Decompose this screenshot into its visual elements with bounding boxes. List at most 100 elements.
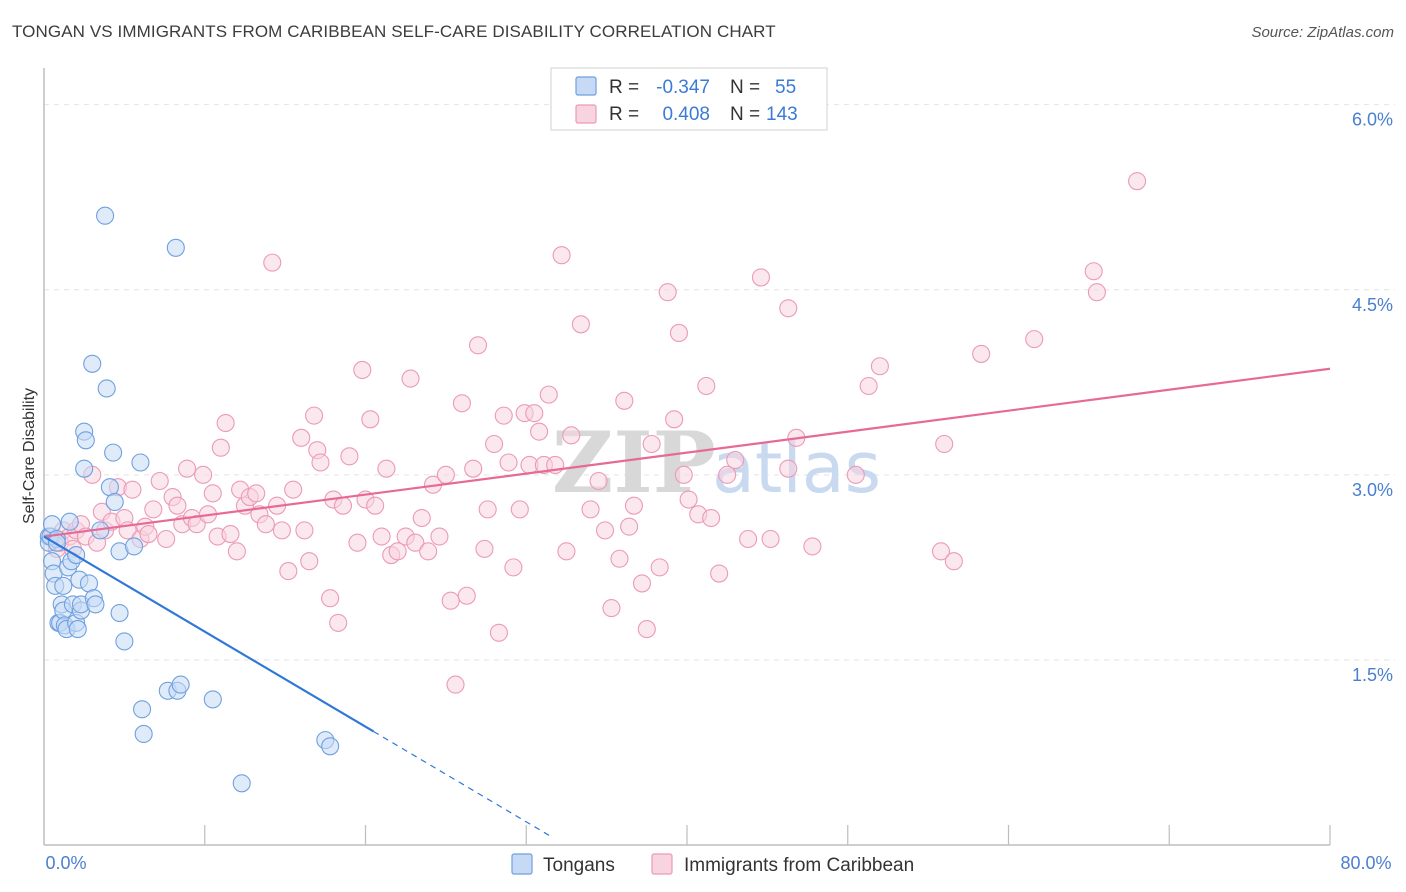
- series-legend: Tongans Immigrants from Caribbean: [511, 853, 914, 876]
- tongan-point: [97, 379, 116, 398]
- y-tick-labels: 1.5% 3.0% 4.5% 6.0%: [1352, 110, 1393, 685]
- tongan-points: [39, 206, 340, 793]
- caribbean-point: [295, 521, 314, 540]
- y-tick-label: 6.0%: [1352, 110, 1393, 130]
- caribbean-point: [615, 391, 634, 410]
- caribbean-point: [144, 500, 163, 519]
- caribbean-point: [665, 410, 684, 429]
- legend-r-label-2: R =: [609, 104, 639, 125]
- tongan-point: [131, 453, 150, 472]
- caribbean-point: [489, 623, 508, 642]
- caribbean-point: [642, 434, 661, 454]
- caribbean-point: [504, 558, 523, 577]
- caribbean-trend-line: [43, 367, 1331, 538]
- tongan-point: [133, 700, 152, 719]
- caribbean-point: [530, 422, 549, 441]
- correlation-legend: R = -0.347 N = 55 R = 0.408 N = 143: [550, 67, 828, 131]
- caribbean-point: [263, 253, 282, 272]
- caribbean-point: [674, 465, 693, 484]
- caribbean-point: [123, 480, 142, 499]
- caribbean-point: [620, 517, 639, 536]
- caribbean-point: [726, 450, 745, 470]
- caribbean-point: [571, 315, 590, 334]
- caribbean-point: [1128, 172, 1147, 191]
- caribbean-point: [139, 525, 158, 544]
- caribbean-point: [710, 564, 729, 583]
- caribbean-point: [353, 360, 372, 380]
- x-axis-ticks: [204, 825, 1331, 845]
- caribbean-point: [194, 465, 213, 484]
- caribbean-point: [468, 336, 488, 355]
- caribbean-point: [401, 369, 420, 388]
- legend-n-label-2: N =: [730, 104, 760, 125]
- tongan-point: [110, 603, 129, 623]
- caribbean-point: [702, 508, 721, 528]
- y-tick-label: 1.5%: [1352, 665, 1393, 685]
- caribbean-point: [256, 515, 275, 534]
- legend-n-value-caribbean: 143: [766, 104, 798, 125]
- caribbean-point: [494, 406, 513, 425]
- caribbean-point: [1025, 330, 1044, 349]
- tongan-point: [76, 431, 95, 450]
- caribbean-point: [1084, 262, 1103, 281]
- tongan-point: [60, 512, 79, 531]
- caribbean-point: [464, 459, 483, 478]
- tongan-point: [321, 737, 340, 756]
- y-tick-label: 4.5%: [1352, 295, 1393, 315]
- caribbean-point: [430, 527, 449, 546]
- tongan-point: [124, 537, 144, 556]
- caribbean-point: [935, 434, 954, 454]
- caribbean-point: [305, 406, 324, 425]
- legend-r-label-1: R =: [609, 77, 639, 98]
- caribbean-point: [157, 529, 176, 549]
- source-credit: Source: ZipAtlas.com: [1251, 24, 1394, 41]
- tongan-point: [171, 675, 190, 694]
- caribbean-point: [650, 558, 669, 577]
- caribbean-point: [361, 410, 380, 429]
- caribbean-point: [292, 428, 311, 447]
- caribbean-point: [227, 542, 246, 561]
- caribbean-point: [478, 500, 497, 519]
- caribbean-point: [300, 552, 319, 571]
- series-legend-label-caribbean: Immigrants from Caribbean: [684, 855, 914, 876]
- caribbean-point: [589, 471, 608, 491]
- caribbean-point: [679, 490, 698, 509]
- chart-title: TONGAN VS IMMIGRANTS FROM CARIBBEAN SELF…: [12, 22, 776, 41]
- caribbean-point: [168, 496, 187, 515]
- caribbean-point: [602, 599, 621, 618]
- trend-lines: [43, 367, 1331, 837]
- caribbean-point: [247, 484, 266, 503]
- caribbean-point: [539, 385, 558, 404]
- caribbean-point: [669, 323, 689, 342]
- caribbean-point: [348, 533, 367, 552]
- series-legend-swatch-caribbean: [651, 853, 673, 875]
- tongan-point: [203, 690, 222, 709]
- caribbean-point: [419, 542, 438, 561]
- caribbean-point: [658, 283, 677, 302]
- legend-box: [550, 67, 828, 131]
- caribbean-point: [340, 447, 359, 466]
- caribbean-point: [846, 465, 865, 484]
- caribbean-point: [221, 525, 240, 544]
- caribbean-point: [333, 496, 353, 515]
- caribbean-point: [150, 471, 169, 491]
- tongan-point: [86, 595, 105, 614]
- caribbean-point: [203, 484, 222, 503]
- caribbean-point: [637, 620, 656, 639]
- caribbean-point: [284, 480, 303, 499]
- x-tick-label-max: 80.0%: [1340, 853, 1391, 873]
- legend-swatch-caribbean: [575, 104, 597, 124]
- caribbean-point: [779, 459, 798, 478]
- tongan-point: [96, 206, 115, 225]
- tongan-point: [166, 238, 185, 257]
- caribbean-point: [779, 299, 798, 318]
- caribbean-point: [510, 500, 529, 519]
- tongan-trend-line: [43, 535, 375, 733]
- series-legend-label-tongans: Tongans: [543, 855, 615, 876]
- tongan-point: [54, 576, 73, 595]
- series-legend-swatch-tongans: [511, 853, 533, 875]
- caribbean-point: [581, 500, 600, 519]
- caribbean-point: [457, 586, 476, 605]
- caribbean-point: [329, 613, 348, 632]
